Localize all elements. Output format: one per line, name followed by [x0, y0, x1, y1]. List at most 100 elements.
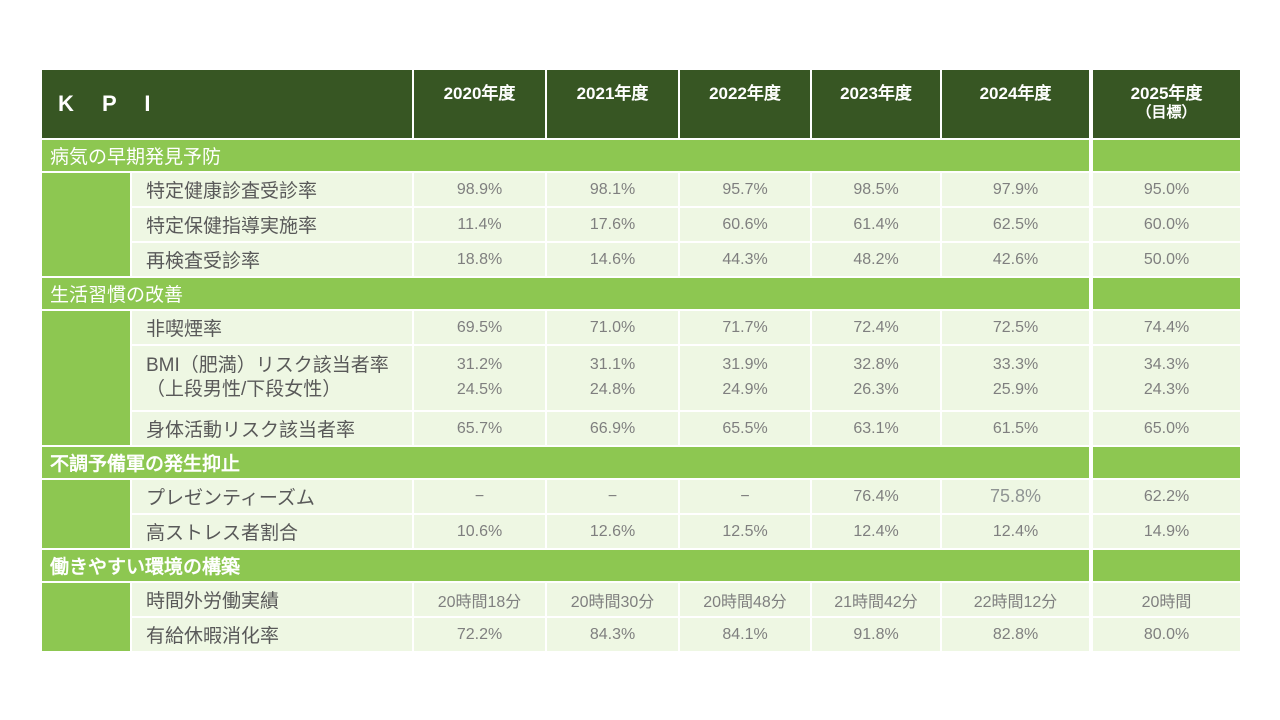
- kpi-value-cell: 98.5%: [810, 171, 943, 208]
- value-female: 24.9%: [722, 381, 768, 398]
- kpi-target-cell: 20時間: [1089, 581, 1243, 618]
- section-header-lifestyle: 生活習慣の改善: [39, 276, 1243, 311]
- table-row: 身体活動リスク該当者率 65.7% 66.9% 65.5% 63.1% 61.5…: [41, 410, 1243, 447]
- year-header-2021: 2021年度: [545, 68, 681, 140]
- kpi-target-cell: 60.0%: [1089, 206, 1243, 243]
- kpi-value-cell: 31.2% 24.5%: [412, 344, 548, 412]
- value-male: 32.8%: [853, 356, 899, 374]
- kpi-value-cell: 18.8%: [412, 241, 548, 278]
- section-header-early-detection: 病気の早期発見予防: [39, 138, 1243, 173]
- kpi-target-cell: 62.2%: [1089, 478, 1243, 515]
- kpi-value-cell: 12.4%: [810, 513, 943, 550]
- kpi-value-cell: 71.7%: [678, 309, 813, 346]
- kpi-value-cell: −: [678, 478, 813, 515]
- kpi-value-cell: −: [545, 478, 681, 515]
- value-female: 25.9%: [992, 381, 1039, 398]
- kpi-value-cell: 91.8%: [810, 616, 943, 653]
- kpi-value-cell: 20時間30分: [545, 581, 681, 618]
- kpi-value-cell: 31.9% 24.9%: [678, 344, 813, 412]
- indent-band: [40, 171, 132, 278]
- table-row: 時間外労働実績 20時間18分 20時間30分 20時間48分 21時間42分 …: [40, 581, 1243, 653]
- section-band-target: [1089, 138, 1243, 173]
- kpi-value-cell: 72.4%: [810, 309, 943, 346]
- kpi-row-label: 特定保健指導実施率: [129, 206, 415, 243]
- kpi-value-cell: 72.2%: [412, 616, 548, 653]
- kpi-value-cell: 22時間12分: [940, 581, 1093, 618]
- kpi-value-cell: 72.5%: [940, 309, 1093, 346]
- section-title: 働きやすい環境の構築: [39, 548, 1093, 583]
- value-male: 34.3%: [1143, 356, 1190, 374]
- kpi-row-label: 再検査受診率: [129, 241, 415, 278]
- kpi-value-cell: 42.6%: [940, 241, 1093, 278]
- kpi-value-cell: 71.0%: [545, 309, 681, 346]
- kpi-value-cell: 12.5%: [678, 513, 813, 550]
- kpi-value-cell: 65.7%: [412, 410, 548, 447]
- value-male: 31.1%: [589, 356, 636, 374]
- section-band-target: [1089, 445, 1243, 480]
- table-row: 有給休暇消化率 72.2% 84.3% 84.1% 91.8% 82.8% 80…: [41, 616, 1243, 653]
- kpi-value-cell: 82.8%: [940, 616, 1093, 653]
- kpi-value-cell: 12.6%: [545, 513, 681, 550]
- kpi-value-cell: 48.2%: [810, 241, 943, 278]
- year-header-2022: 2022年度: [678, 68, 813, 140]
- kpi-row-label: プレゼンティーズム: [129, 478, 415, 515]
- kpi-value-cell: 21時間42分: [810, 581, 943, 618]
- kpi-value-cell: 44.3%: [678, 241, 813, 278]
- kpi-row-label: 非喫煙率: [129, 309, 415, 346]
- kpi-value-cell: 31.1% 24.8%: [545, 344, 681, 412]
- kpi-value-cell: 14.6%: [545, 241, 681, 278]
- kpi-value-cell: 84.1%: [678, 616, 813, 653]
- kpi-value-cell: 62.5%: [940, 206, 1093, 243]
- year-header-2020: 2020年度: [412, 68, 548, 140]
- year-header-2023: 2023年度: [810, 68, 943, 140]
- kpi-row-label: 有給休暇消化率: [129, 616, 415, 653]
- kpi-row-label: 特定健康診査受診率: [129, 171, 415, 208]
- kpi-value-cell: 95.7%: [678, 171, 813, 208]
- indent-band: [40, 478, 132, 550]
- value-male: 31.2%: [456, 356, 503, 374]
- kpi-row-label-line2: （上段男性/下段女性）: [146, 379, 342, 400]
- table-title: K P I: [39, 68, 415, 140]
- table-header-row: K P I 2020年度 2021年度 2022年度 2023年度 2024年度…: [39, 68, 1243, 140]
- target-note-label: （目標）: [1136, 104, 1197, 121]
- kpi-value-cell: 20時間18分: [412, 581, 548, 618]
- section-band-target: [1089, 548, 1243, 583]
- kpi-value-cell: 17.6%: [545, 206, 681, 243]
- kpi-value-cell: 12.4%: [940, 513, 1093, 550]
- kpi-table: K P I 2020年度 2021年度 2022年度 2023年度 2024年度…: [39, 68, 1243, 653]
- table-row: 特定健康診査受診率 98.9% 98.1% 95.7% 98.5% 97.9% …: [40, 171, 1243, 278]
- value-male: 31.9%: [722, 356, 768, 374]
- value-female: 24.5%: [456, 381, 503, 398]
- value-female: 24.8%: [589, 381, 636, 398]
- section-title: 生活習慣の改善: [39, 276, 1093, 311]
- kpi-value-cell: 33.3% 25.9%: [940, 344, 1093, 412]
- kpi-target-cell: 34.3% 24.3%: [1089, 344, 1243, 412]
- kpi-row-label: BMI（肥満）リスク該当者率 （上段男性/下段女性）: [129, 344, 415, 412]
- kpi-value-cell: 75.8%: [940, 478, 1093, 515]
- kpi-value-cell: 11.4%: [412, 206, 548, 243]
- kpi-value-cell: 61.5%: [940, 410, 1093, 447]
- kpi-row-label: 身体活動リスク該当者率: [129, 410, 415, 447]
- year-header-2024: 2024年度: [940, 68, 1093, 140]
- indent-band: [40, 309, 132, 447]
- kpi-row-label-line1: BMI（肥満）リスク該当者率: [146, 355, 389, 377]
- kpi-value-cell: 63.1%: [810, 410, 943, 447]
- kpi-value-cell: 76.4%: [810, 478, 943, 515]
- kpi-target-cell: 50.0%: [1089, 241, 1243, 278]
- table-row: 特定保健指導実施率 11.4% 17.6% 60.6% 61.4% 62.5% …: [41, 206, 1243, 243]
- kpi-target-cell: 65.0%: [1089, 410, 1243, 447]
- target-year-header: 2025年度 （目標）: [1089, 68, 1243, 140]
- value-female: 26.3%: [853, 381, 899, 398]
- kpi-target-cell: 95.0%: [1089, 171, 1243, 208]
- kpi-value-cell: 97.9%: [940, 171, 1093, 208]
- kpi-value-cell: 69.5%: [412, 309, 548, 346]
- value-male: 33.3%: [992, 356, 1039, 374]
- kpi-value-cell: 20時間48分: [678, 581, 813, 618]
- kpi-value-cell: 10.6%: [412, 513, 548, 550]
- kpi-value-cell: 98.9%: [412, 171, 548, 208]
- kpi-value-cell: 65.5%: [678, 410, 813, 447]
- target-year-label: 2025年度: [1130, 84, 1203, 103]
- table-row-bmi: BMI（肥満）リスク該当者率 （上段男性/下段女性） 31.2% 24.5% 3…: [41, 344, 1243, 412]
- kpi-target-cell: 14.9%: [1089, 513, 1243, 550]
- kpi-value-cell: 84.3%: [545, 616, 681, 653]
